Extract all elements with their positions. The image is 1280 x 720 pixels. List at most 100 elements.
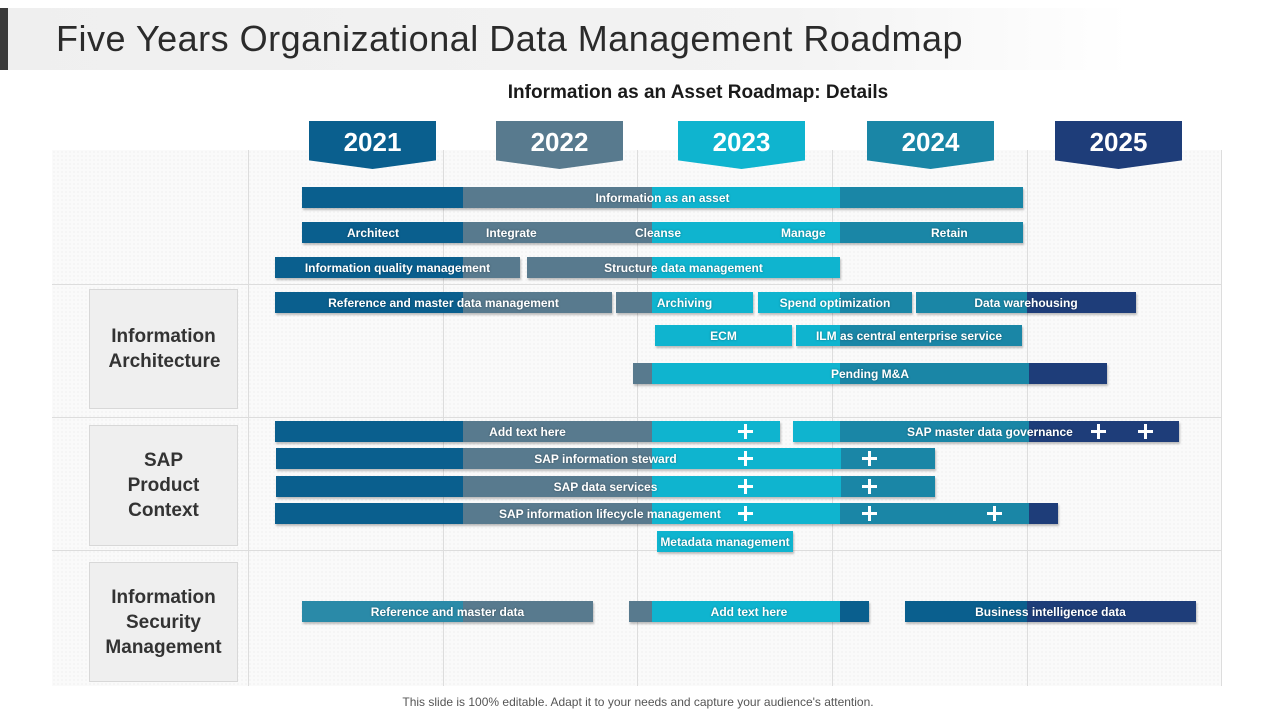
bar-reference-and-master-data: Reference and master data	[302, 601, 593, 622]
bar-segment	[1027, 292, 1136, 313]
bar-segment	[275, 292, 463, 313]
bar-label: Spend optimization	[779, 295, 891, 310]
grid-line	[637, 150, 638, 686]
bar-segment	[463, 476, 652, 497]
bar-label: ILM as central enterprise service	[815, 328, 1003, 343]
bar-segment	[1029, 503, 1058, 524]
bar-label: Archiving	[656, 295, 713, 310]
bar-information-quality-management: Information quality management	[275, 257, 520, 278]
grid-line	[1221, 150, 1222, 686]
grid-line	[52, 417, 1222, 418]
bar-segment	[652, 222, 840, 243]
section-sap-product-context: SAP Product Context	[89, 425, 238, 546]
bar-label: SAP information steward	[534, 451, 677, 466]
bar-segment	[275, 421, 463, 442]
bar-segment	[463, 421, 652, 442]
plus-icon[interactable]	[1090, 423, 1107, 440]
bar-segment	[1029, 363, 1107, 384]
bar-segment	[905, 601, 1027, 622]
bar-label: Reference and master data management	[328, 295, 559, 310]
title-accent	[0, 8, 8, 70]
bar-sap-information-steward: SAP information steward	[276, 448, 935, 469]
plus-icon[interactable]	[737, 505, 754, 522]
bar-metadata-management: Metadata management	[657, 531, 793, 552]
plus-icon[interactable]	[1137, 423, 1154, 440]
bar-information-as-an-asset: Information as an asset	[302, 187, 1023, 208]
bar-segment	[652, 257, 840, 278]
bar-segment	[840, 421, 1029, 442]
bar-segment	[840, 601, 869, 622]
bar-data-warehousing: Data warehousing	[916, 292, 1136, 313]
bar-label: SAP data services	[553, 479, 658, 494]
bar-label: Data warehousing	[974, 295, 1078, 310]
bar-segment	[463, 257, 520, 278]
phase-retain: Retain	[931, 225, 968, 240]
plus-icon[interactable]	[861, 450, 878, 467]
plus-icon[interactable]	[737, 423, 754, 440]
bar-segment	[841, 476, 935, 497]
bar-spend-optimization: Spend optimization	[758, 292, 912, 313]
grid-line	[248, 150, 249, 686]
bar-segment	[616, 292, 652, 313]
bar-label: Information quality management	[304, 260, 491, 275]
bar-segment	[302, 187, 463, 208]
plus-icon[interactable]	[861, 505, 878, 522]
bar-segment	[840, 292, 912, 313]
bar-segment	[652, 421, 780, 442]
year-2023: 2023	[678, 121, 805, 169]
bar-segment	[793, 421, 840, 442]
bar-segment	[916, 292, 1027, 313]
grid-line	[52, 284, 1222, 285]
bar-segment	[840, 222, 1023, 243]
bar-business-intelligence-data: Business intelligence data	[905, 601, 1196, 622]
bar-segment	[840, 363, 1029, 384]
year-2024: 2024	[867, 121, 994, 169]
bar-segment	[276, 448, 463, 469]
bar-segment	[840, 187, 1023, 208]
page-title: Five Years Organizational Data Managemen…	[56, 18, 964, 59]
bar-segment	[463, 448, 652, 469]
bar-segment	[463, 187, 652, 208]
phase-integrate: Integrate	[486, 225, 537, 240]
plus-icon[interactable]	[861, 478, 878, 495]
bar-segment	[840, 325, 1022, 346]
year-2021: 2021	[309, 121, 436, 169]
bar-segment	[275, 503, 463, 524]
bar-segment	[275, 257, 463, 278]
bar-segment	[841, 448, 935, 469]
bar-label: Reference and master data	[370, 604, 525, 619]
bar-label: Metadata management	[660, 534, 790, 549]
phase-cleanse: Cleanse	[635, 225, 682, 240]
bar-label: Add text here	[489, 424, 566, 439]
plus-icon[interactable]	[737, 450, 754, 467]
year-2025: 2025	[1055, 121, 1182, 169]
plus-icon[interactable]	[737, 478, 754, 495]
bar-archiving: Archiving	[616, 292, 753, 313]
section-information-architecture: Information Architecture	[89, 289, 238, 409]
bar-segment	[276, 476, 463, 497]
grid-line	[443, 150, 444, 686]
bar-segment	[463, 503, 652, 524]
grid-line	[52, 550, 1222, 551]
year-2022: 2022	[496, 121, 623, 169]
bar-ilm-central-enterprise-service: ILM as central enterprise service	[796, 325, 1022, 346]
bar-label: Business intelligence data	[975, 604, 1126, 619]
roadmap-subtitle: Information as an Asset Roadmap: Details	[507, 82, 889, 103]
bar-add-text-here-1: Add text here	[275, 421, 780, 442]
bar-label: ECM	[710, 328, 737, 343]
bar-segment	[463, 292, 612, 313]
bar-pending-ma: Pending M&A	[633, 363, 1107, 384]
bar-segment	[652, 363, 840, 384]
bar-segment	[652, 601, 840, 622]
bar-label: SAP information lifecycle management	[499, 506, 721, 521]
bar-reference-master-data-management: Reference and master data management	[275, 292, 612, 313]
bar-segment	[302, 222, 463, 243]
plus-icon[interactable]	[986, 505, 1003, 522]
bar-add-text-here-2: Add text here	[629, 601, 869, 622]
phase-architect: Architect	[347, 225, 400, 240]
bar-segment	[1027, 601, 1196, 622]
grid-line	[832, 150, 833, 686]
bar-sap-master-data-governance: SAP master data governance	[793, 421, 1179, 442]
bar-label: SAP master data governance	[907, 424, 1073, 439]
bar-label: Information as an asset	[595, 190, 730, 205]
